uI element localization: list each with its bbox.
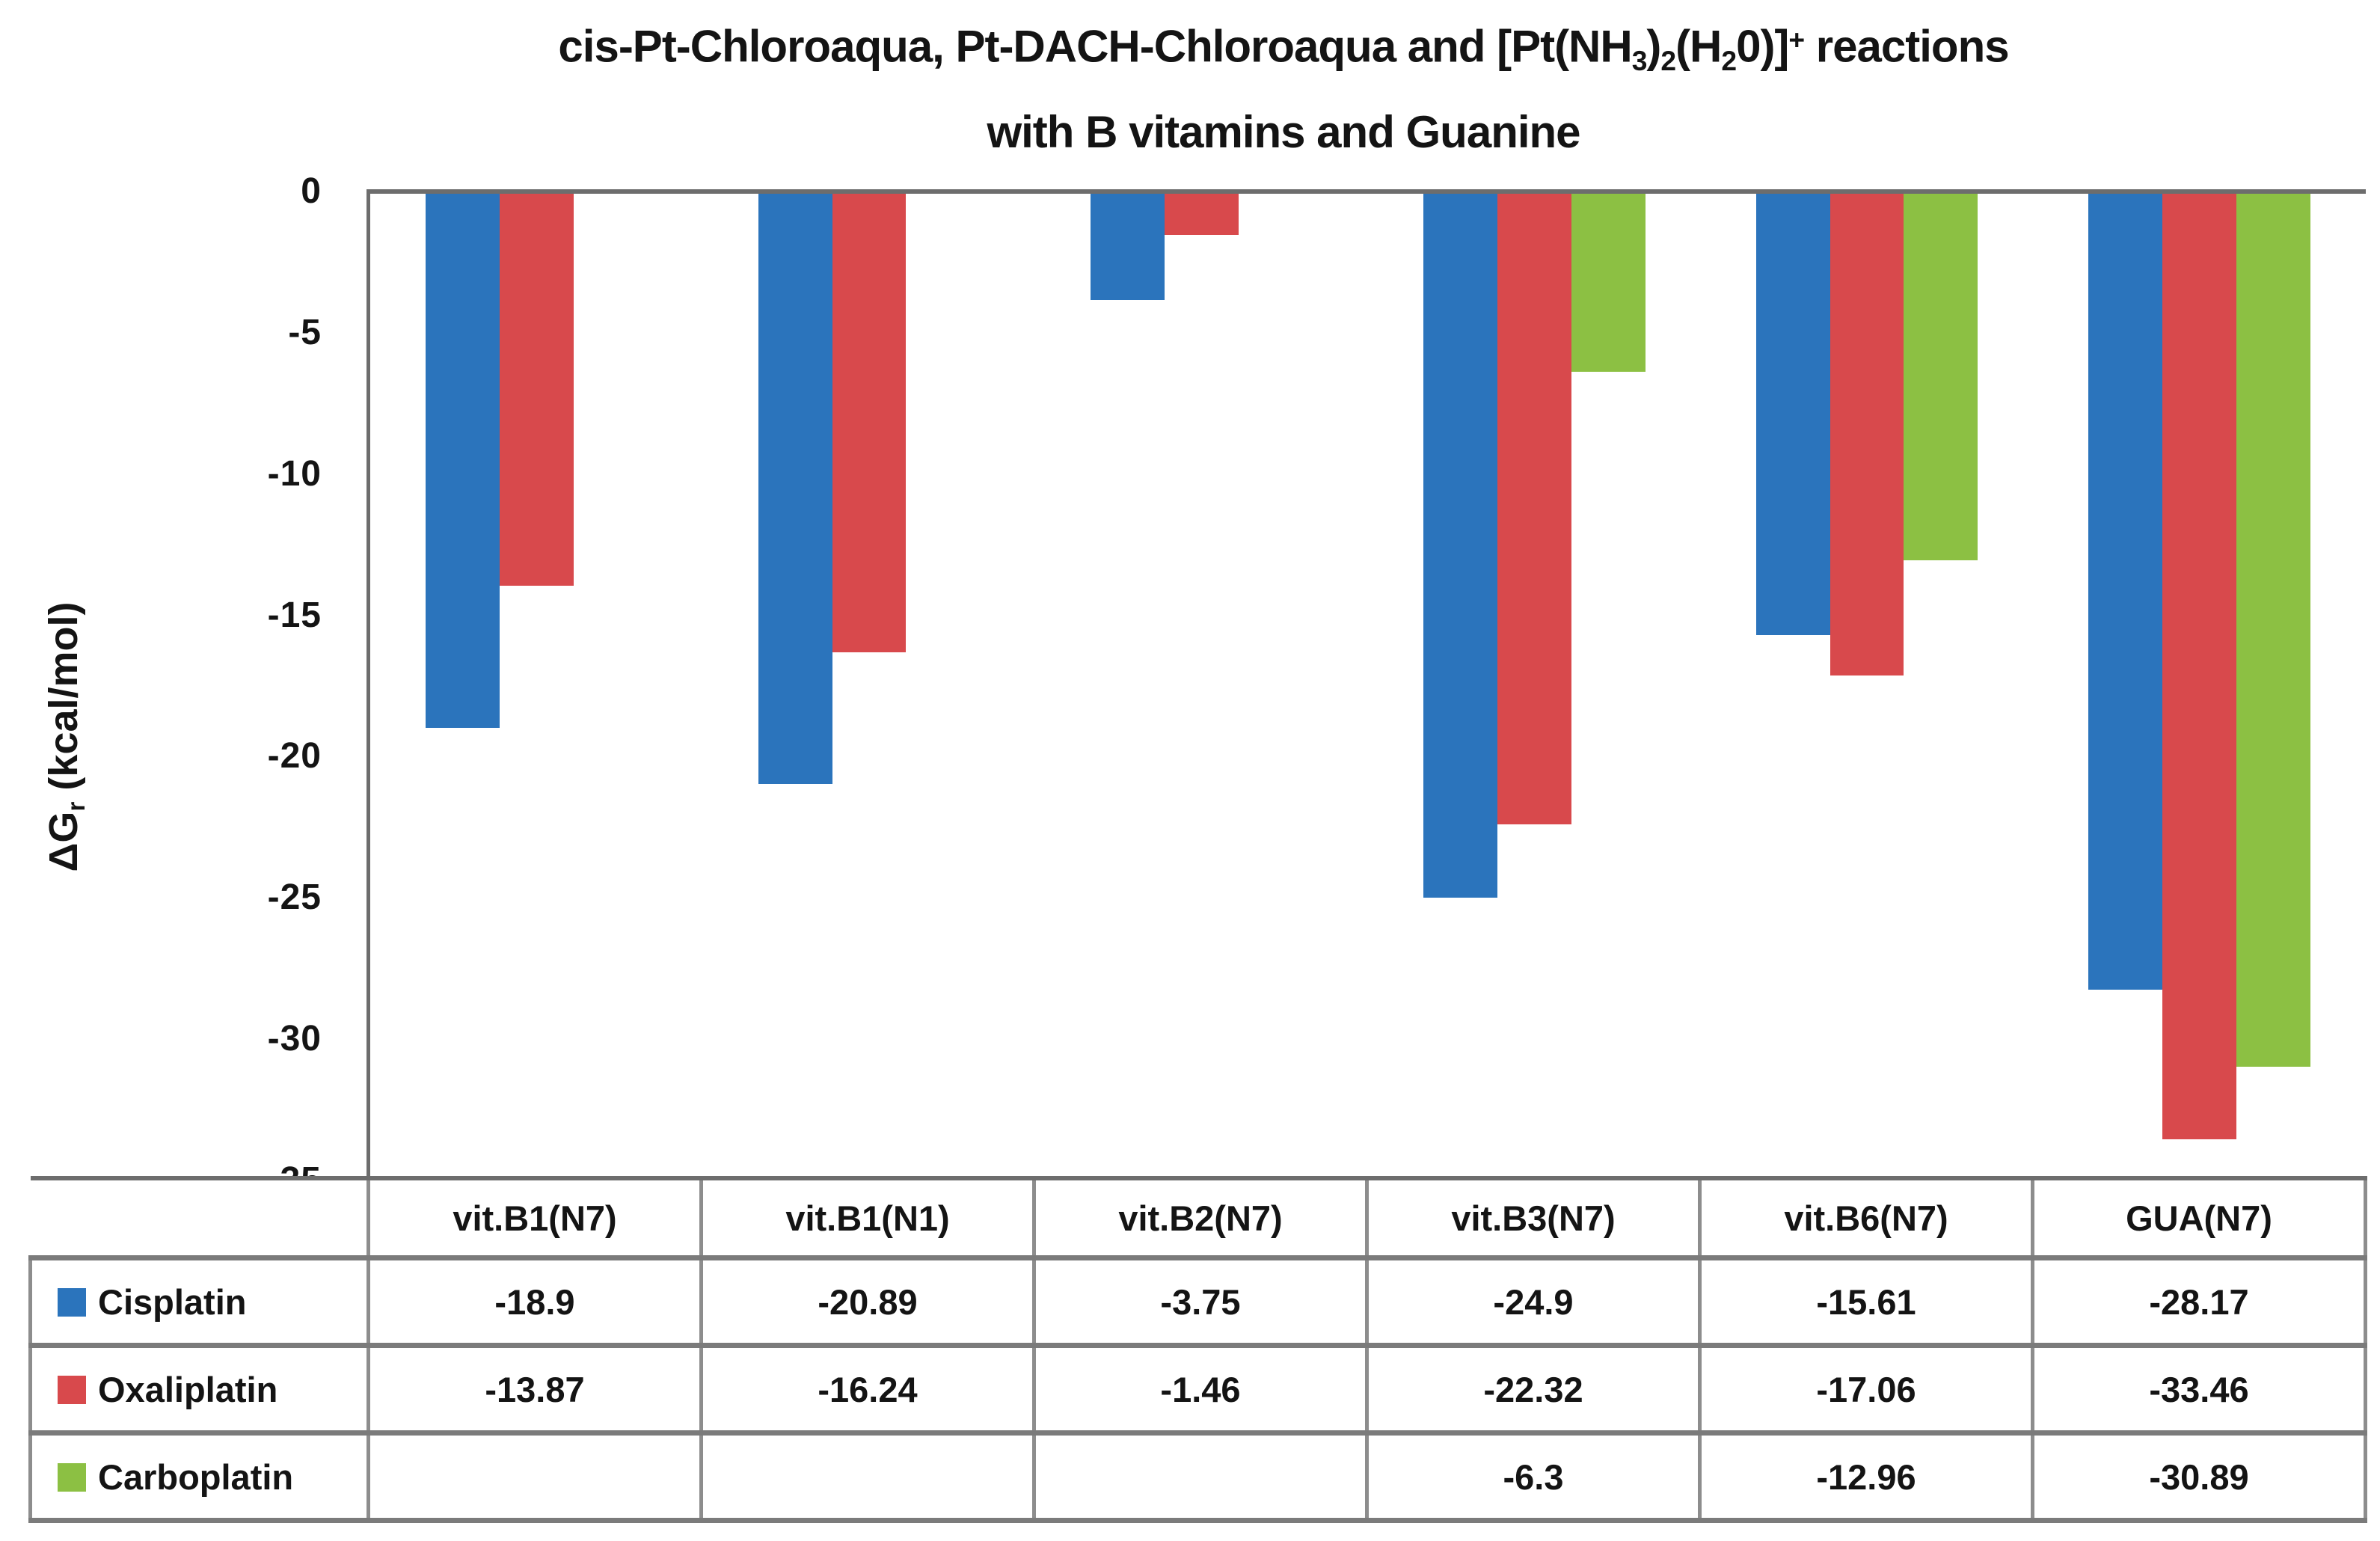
y-axis-title: ΔGr (kcal/mol) (40, 601, 91, 872)
bar-carboplatin-vitb3n7 (1571, 194, 1646, 372)
data-table: vit.B1(N7) vit.B1(N1) vit.B2(N7) vit.B3(N7)… (28, 1176, 2367, 1523)
bar-oxaliplatin-vitb1n7 (499, 194, 574, 586)
value-cell: -6.3 (1365, 1430, 1702, 1523)
category-header-cell: vit.B2(N7) (1032, 1176, 1369, 1260)
value-cell: -30.89 (2031, 1430, 2367, 1523)
bar-cisplatin-vitb1n7 (426, 194, 500, 728)
category-header-cell: vit.B1(N7) (366, 1176, 703, 1260)
bar-cisplatin-vitb3n7 (1423, 194, 1497, 898)
value-cell (366, 1430, 703, 1523)
value-cell: -24.9 (1365, 1255, 1702, 1348)
value-cell (1032, 1430, 1369, 1523)
category-header-cell: vit.B6(N7) (1698, 1176, 2034, 1260)
series-row-cisplatin: Cisplatin -18.9 -20.89 -3.75 -24.9 -15.61 -28.… (28, 1255, 2367, 1348)
bar-carboplatin-vitb6n7 (1904, 194, 1978, 560)
plot-area (366, 189, 2366, 1183)
value-cell: -22.32 (1365, 1343, 1702, 1436)
bar-oxaliplatin-vitb3n7 (1497, 194, 1571, 825)
series-label-cell: Cisplatin (28, 1255, 370, 1348)
legend-swatch-cisplatin-icon (58, 1287, 86, 1317)
category-header-cell: GUA(N7) (2031, 1176, 2367, 1260)
bar-oxaliplatin-vitb2n7 (1165, 194, 1239, 236)
chart-title-line2: with B vitamins and Guanine (987, 106, 1580, 157)
value-cell: -3.75 (1032, 1255, 1369, 1348)
value-cell: -18.9 (366, 1255, 703, 1348)
series-row-oxaliplatin: Oxaliplatin -13.87 -16.24 -1.46 -22.32 -17.06… (28, 1343, 2367, 1436)
y-tick-label: -30 (267, 1019, 322, 1059)
series-row-carboplatin: Carboplatin -6.3 -12.96 -30.89 (28, 1430, 2367, 1523)
value-cell: -33.46 (2031, 1343, 2367, 1436)
series-name: Carboplatin (98, 1456, 294, 1497)
value-cell: -1.46 (1032, 1343, 1369, 1436)
category-header-cell: vit.B1(N1) (699, 1176, 1036, 1260)
legend-swatch-oxaliplatin-icon (58, 1375, 86, 1404)
bar-cisplatin-vitb1n1 (758, 194, 832, 785)
series-name: Oxaliplatin (98, 1369, 278, 1409)
y-tick-label: -20 (267, 736, 322, 776)
value-cell: -20.89 (699, 1255, 1036, 1348)
bar-carboplatin-guan7 (2236, 194, 2310, 1067)
category-header-row: vit.B1(N7) vit.B1(N1) vit.B2(N7) vit.B3(N7)… (30, 1176, 2367, 1260)
category-header-cell: vit.B3(N7) (1365, 1176, 1702, 1260)
series-label-cell: Oxaliplatin (28, 1343, 370, 1436)
value-cell: -28.17 (2031, 1255, 2367, 1348)
series-label-cell: Carboplatin (28, 1430, 370, 1523)
series-name: Cisplatin (98, 1281, 247, 1322)
y-tick-label: 0 (301, 171, 322, 211)
bar-cisplatin-guan7 (2088, 194, 2163, 990)
chart-title: cis-Pt-Chloroaqua, Pt-DACH-Chloroaqua an… (187, 4, 2380, 168)
y-tick-label: -15 (267, 595, 322, 635)
bar-oxaliplatin-vitb1n1 (832, 194, 907, 653)
value-cell: -13.87 (366, 1343, 703, 1436)
bar-oxaliplatin-guan7 (2162, 194, 2237, 1139)
bar-oxaliplatin-vitb6n7 (1830, 194, 1904, 676)
y-tick-label: -25 (267, 877, 322, 918)
value-cell (699, 1430, 1036, 1523)
chart-title-line1: cis-Pt-Chloroaqua, Pt-DACH-Chloroaqua an… (558, 21, 2009, 76)
value-cell: -12.96 (1698, 1430, 2034, 1523)
bar-cisplatin-vitb6n7 (1755, 194, 1830, 635)
bar-cisplatin-vitb2n7 (1091, 194, 1165, 300)
y-tick-label: -5 (288, 312, 322, 352)
value-cell: -17.06 (1698, 1343, 2034, 1436)
legend-swatch-carboplatin-icon (58, 1462, 86, 1492)
value-cell: -15.61 (1698, 1255, 2034, 1348)
table-corner-blank (30, 1176, 369, 1258)
value-cell: -16.24 (699, 1343, 1036, 1436)
y-tick-label: -10 (267, 453, 322, 494)
